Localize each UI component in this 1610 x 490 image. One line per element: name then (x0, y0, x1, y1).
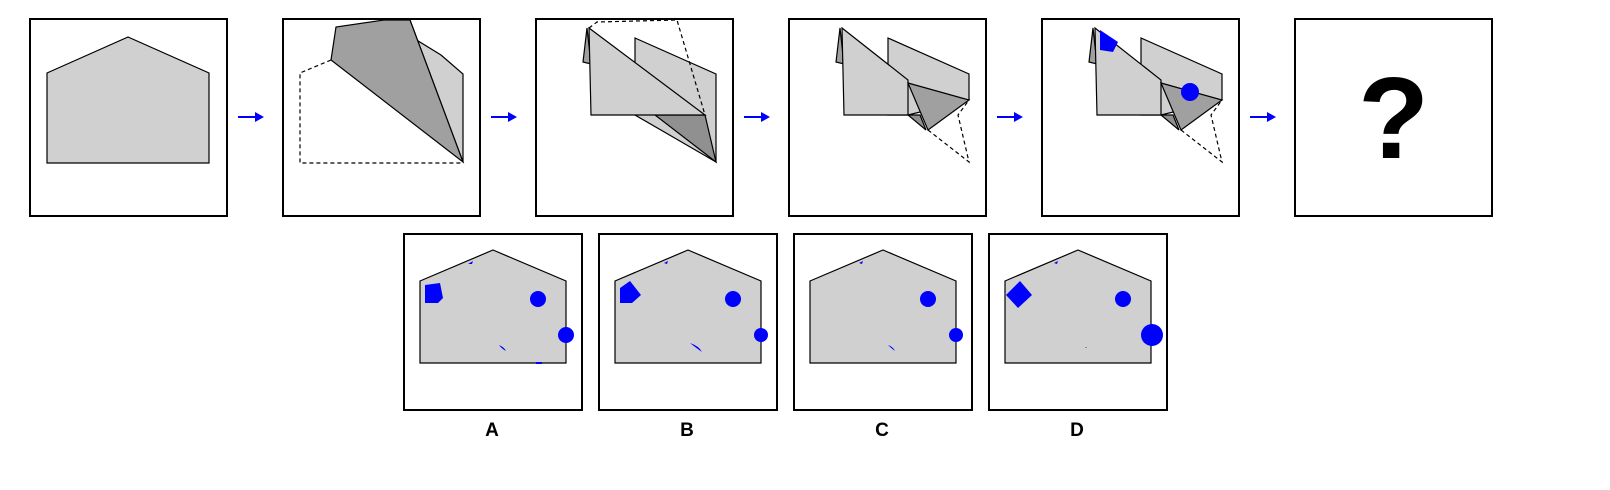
option-d-label[interactable]: D (1070, 420, 1084, 441)
partial-hole (499, 345, 506, 351)
circle-hole (1141, 324, 1163, 346)
option-d-panel[interactable] (988, 233, 1168, 411)
circle-hole (1115, 291, 1131, 307)
partial-hole (690, 343, 702, 352)
circle-hole (1181, 83, 1199, 101)
folded-flap (841, 26, 909, 116)
arrow-icon (1250, 112, 1276, 122)
paper-pentagon (46, 36, 210, 164)
circle-hole (725, 291, 741, 307)
circle-hole (920, 291, 936, 307)
option-c-label[interactable]: C (875, 420, 889, 441)
folded-flap (330, 20, 465, 164)
step-2-panel (282, 18, 481, 217)
step-4-panel (788, 18, 987, 217)
option-b-panel[interactable] (598, 233, 778, 411)
circle-hole (949, 328, 963, 342)
arrow-icon (238, 112, 264, 122)
square-hole (620, 281, 641, 303)
arrow-icon (997, 112, 1023, 122)
step-3-panel (535, 18, 734, 217)
square-hole (1006, 281, 1032, 308)
circle-hole (558, 327, 574, 343)
square-hole (425, 283, 443, 303)
folded-corner (906, 82, 971, 131)
question-mark: ? (1358, 52, 1429, 183)
arrow-icon (491, 112, 517, 122)
circle-hole (754, 328, 768, 342)
option-a-panel[interactable] (403, 233, 583, 411)
option-b-label[interactable]: B (680, 420, 694, 441)
arrow-icon (744, 112, 770, 122)
folded-flap (588, 26, 707, 116)
circle-hole (530, 291, 546, 307)
fold-outline-dashed (299, 59, 463, 164)
fold-outline-dashed (588, 20, 706, 116)
step-1-panel (29, 18, 228, 217)
option-a-label[interactable]: A (485, 420, 499, 441)
square-hole (1100, 30, 1118, 52)
partial-hole (888, 345, 895, 351)
question-panel: ? (1294, 18, 1493, 217)
option-c-panel[interactable] (793, 233, 973, 411)
step-5-panel (1041, 18, 1240, 217)
